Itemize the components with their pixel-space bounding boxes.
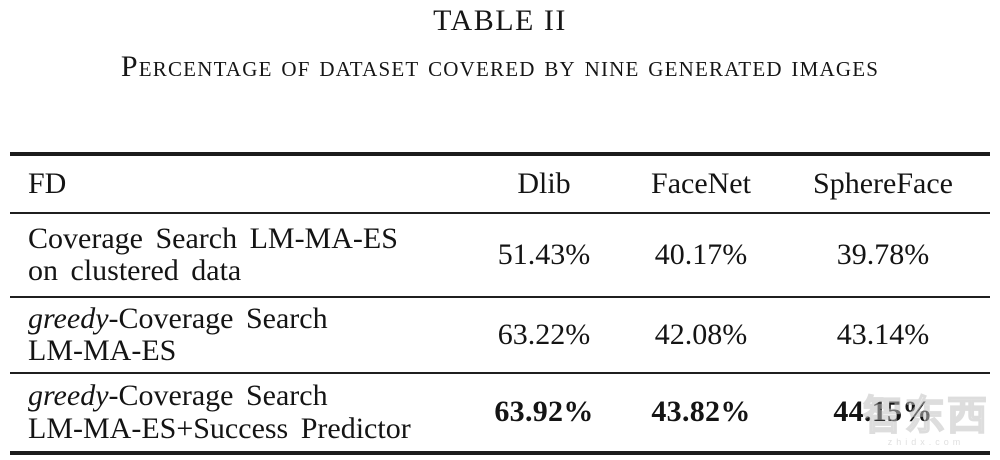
value-sphereface: 39.78% xyxy=(836,237,930,271)
table-row: greedy-Coverage Search LM-MA-ES 63.22% 4… xyxy=(10,296,990,372)
value-facenet: 40.17% xyxy=(654,237,748,271)
table-title: TABLE II xyxy=(433,4,567,37)
value-sphereface: 44.15% xyxy=(833,395,933,429)
results-table: FD Dlib FaceNet SphereFace Coverage Sear… xyxy=(10,152,990,455)
method-italic-prefix: greedy xyxy=(28,301,109,335)
value-facenet: 42.08% xyxy=(654,317,748,351)
method-line1: Coverage Search LM-MA-ES xyxy=(28,221,398,255)
value-sphereface: 43.14% xyxy=(836,317,930,351)
table-row: greedy-Coverage Search LM-MA-ES+Success … xyxy=(10,372,990,451)
value-dlib: 63.92% xyxy=(494,395,594,429)
method-name: Coverage Search LM-MA-ES on clustered da… xyxy=(10,221,462,288)
column-header-sphereface: SphereFace xyxy=(813,166,953,200)
table-row: Coverage Search LM-MA-ES on clustered da… xyxy=(10,212,990,296)
value-facenet: 43.82% xyxy=(651,395,751,429)
method-name: greedy-Coverage Search LM-MA-ES+Success … xyxy=(10,379,462,445)
method-line1: -Coverage Search xyxy=(108,379,328,413)
method-line1: -Coverage Search xyxy=(108,301,328,335)
column-header-dlib: Dlib xyxy=(517,166,571,200)
method-line2: LM-MA-ES+Success Predictor xyxy=(28,411,411,445)
method-line2: LM-MA-ES xyxy=(28,334,177,367)
column-header-fd: FD xyxy=(28,166,67,200)
value-dlib: 63.22% xyxy=(497,317,591,351)
method-italic-prefix: greedy xyxy=(28,379,109,413)
value-dlib: 51.43% xyxy=(497,237,591,271)
method-line2: on clustered data xyxy=(28,254,242,287)
table-header-row: FD Dlib FaceNet SphereFace xyxy=(10,156,990,212)
column-header-facenet: FaceNet xyxy=(651,166,751,200)
method-name: greedy-Coverage Search LM-MA-ES xyxy=(10,301,462,368)
table-caption: Percentage of dataset covered by nine ge… xyxy=(120,50,880,83)
